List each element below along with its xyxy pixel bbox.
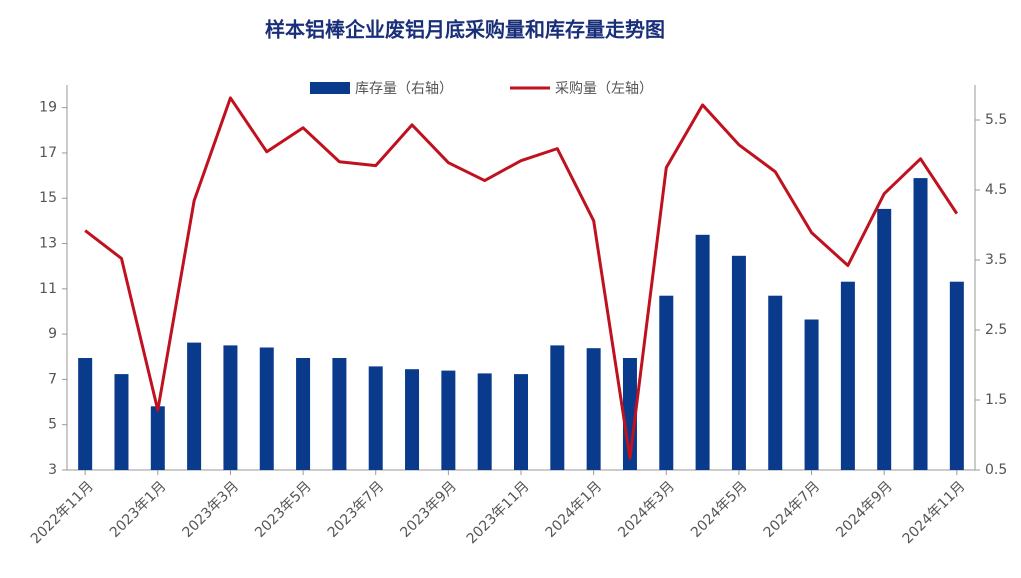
- bar: [949, 281, 964, 470]
- x-tick-label: 2023年3月: [179, 478, 242, 541]
- bar: [514, 374, 528, 470]
- y2-tick-label: 3.5: [985, 252, 1007, 268]
- y-tick-label: 13: [39, 236, 57, 252]
- bar: [550, 345, 565, 470]
- y-tick-label: 11: [39, 281, 57, 297]
- bar: [477, 373, 492, 470]
- x-tick-label: 2023年9月: [397, 478, 460, 541]
- x-tick-label: 2023年7月: [325, 478, 388, 541]
- x-tick-label: 2024年11月: [900, 478, 969, 547]
- y-tick-label: 15: [39, 190, 57, 206]
- bar: [877, 208, 892, 470]
- x-tick-label: 2023年5月: [252, 478, 315, 541]
- bar: [78, 358, 93, 470]
- bar: [223, 345, 238, 470]
- x-tick-label: 2024年5月: [688, 478, 751, 541]
- x-tick-label: 2024年1月: [543, 478, 606, 541]
- y2-tick-label: 1.5: [985, 392, 1007, 408]
- bar: [913, 178, 928, 470]
- bar: [296, 358, 311, 470]
- bar: [659, 295, 674, 470]
- bar: [586, 348, 601, 470]
- legend-label: 库存量（右轴）: [355, 81, 453, 97]
- y-tick-label: 5: [48, 417, 57, 433]
- legend-label: 采购量（左轴）: [555, 81, 653, 97]
- bar: [695, 234, 710, 470]
- bar: [441, 370, 456, 470]
- y-tick-label: 19: [39, 100, 57, 116]
- bar: [332, 358, 347, 470]
- y2-tick-label: 4.5: [985, 182, 1007, 198]
- bar: [840, 281, 855, 470]
- bar: [259, 347, 274, 470]
- y-tick-label: 3: [48, 462, 57, 478]
- x-tick-label: 2022年11月: [28, 478, 97, 547]
- bar: [405, 369, 420, 470]
- bar: [804, 319, 819, 470]
- y2-tick-label: 2.5: [985, 322, 1007, 338]
- x-tick-label: 2024年9月: [833, 478, 896, 541]
- bar: [368, 366, 383, 470]
- x-tick-label: 2023年11月: [464, 478, 533, 547]
- bar: [768, 295, 783, 470]
- y2-tick-label: 5.5: [985, 112, 1007, 128]
- bar: [114, 374, 129, 470]
- y-tick-label: 9: [48, 326, 57, 342]
- legend-swatch: [310, 82, 350, 94]
- bar: [731, 255, 746, 470]
- line: [84, 96, 959, 460]
- y-tick-label: 7: [48, 371, 57, 387]
- x-tick-label: 2024年3月: [615, 478, 678, 541]
- chart-title: 样本铝棒企业废铝月底采购量和库存量走势图: [265, 18, 665, 42]
- bar: [187, 342, 202, 470]
- y-tick-label: 17: [39, 145, 57, 161]
- y2-tick-label: 0.5: [985, 462, 1007, 478]
- x-tick-label: 2024年7月: [761, 478, 824, 541]
- bar: [150, 406, 165, 470]
- x-tick-label: 2023年1月: [107, 478, 170, 541]
